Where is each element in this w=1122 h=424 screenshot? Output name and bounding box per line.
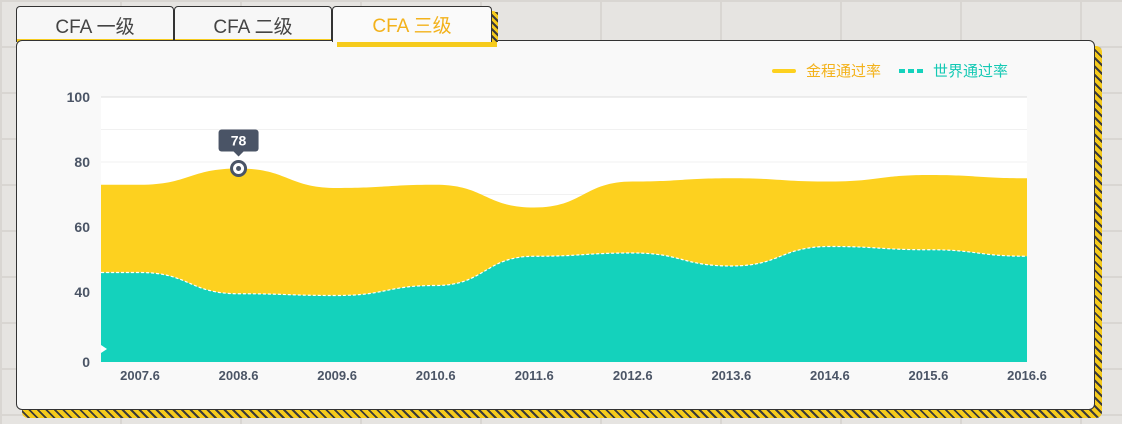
tab-cfa-level-3[interactable]: CFA 三级 [332,6,498,42]
x-tick-label: 2015.6 [909,368,949,383]
highlight-point-dot [236,166,242,171]
legend-item-world[interactable]: 世界通过率 [899,60,1008,81]
x-tick-label: 2016.6 [1007,368,1047,383]
x-tick-label: 2007.6 [120,368,160,383]
y-tick-label: 40 [74,284,90,300]
tooltip-pointer [233,151,244,157]
legend-solid-line-icon [772,68,796,73]
x-tick-label: 2008.6 [219,368,259,383]
x-tick-label: 2009.6 [317,368,357,383]
tooltip-value: 78 [231,133,247,149]
legend-dashed-line-icon [899,68,924,73]
legend-item-jincheng[interactable]: 金程通过率 [772,60,881,81]
y-tick-label: 80 [74,154,90,170]
line-world-dashed [100,245,1028,297]
tab-cfa-level-2[interactable]: CFA 二级 [174,6,332,42]
axis-zero-marker [101,345,107,353]
tab-cfa-level-1[interactable]: CFA 一级 [16,6,174,42]
legend-label-jincheng: 金程通过率 [806,63,882,80]
x-tick-label: 2014.6 [810,368,850,383]
legend-label-world: 世界通过率 [933,63,1009,80]
x-tick-label: 2010.6 [416,368,456,383]
tooltip-box [218,129,259,152]
y-tick-label: 100 [67,89,91,105]
y-tick-label: 0 [82,354,90,370]
y-tick-label: 60 [74,219,90,235]
chart-legend: 金程通过率 世界通过率 [772,60,1008,81]
x-tick-label: 2011.6 [515,368,554,383]
x-tick-label: 2013.6 [711,368,751,383]
x-tick-label: 2012.6 [613,368,653,383]
area-world [101,246,1027,362]
